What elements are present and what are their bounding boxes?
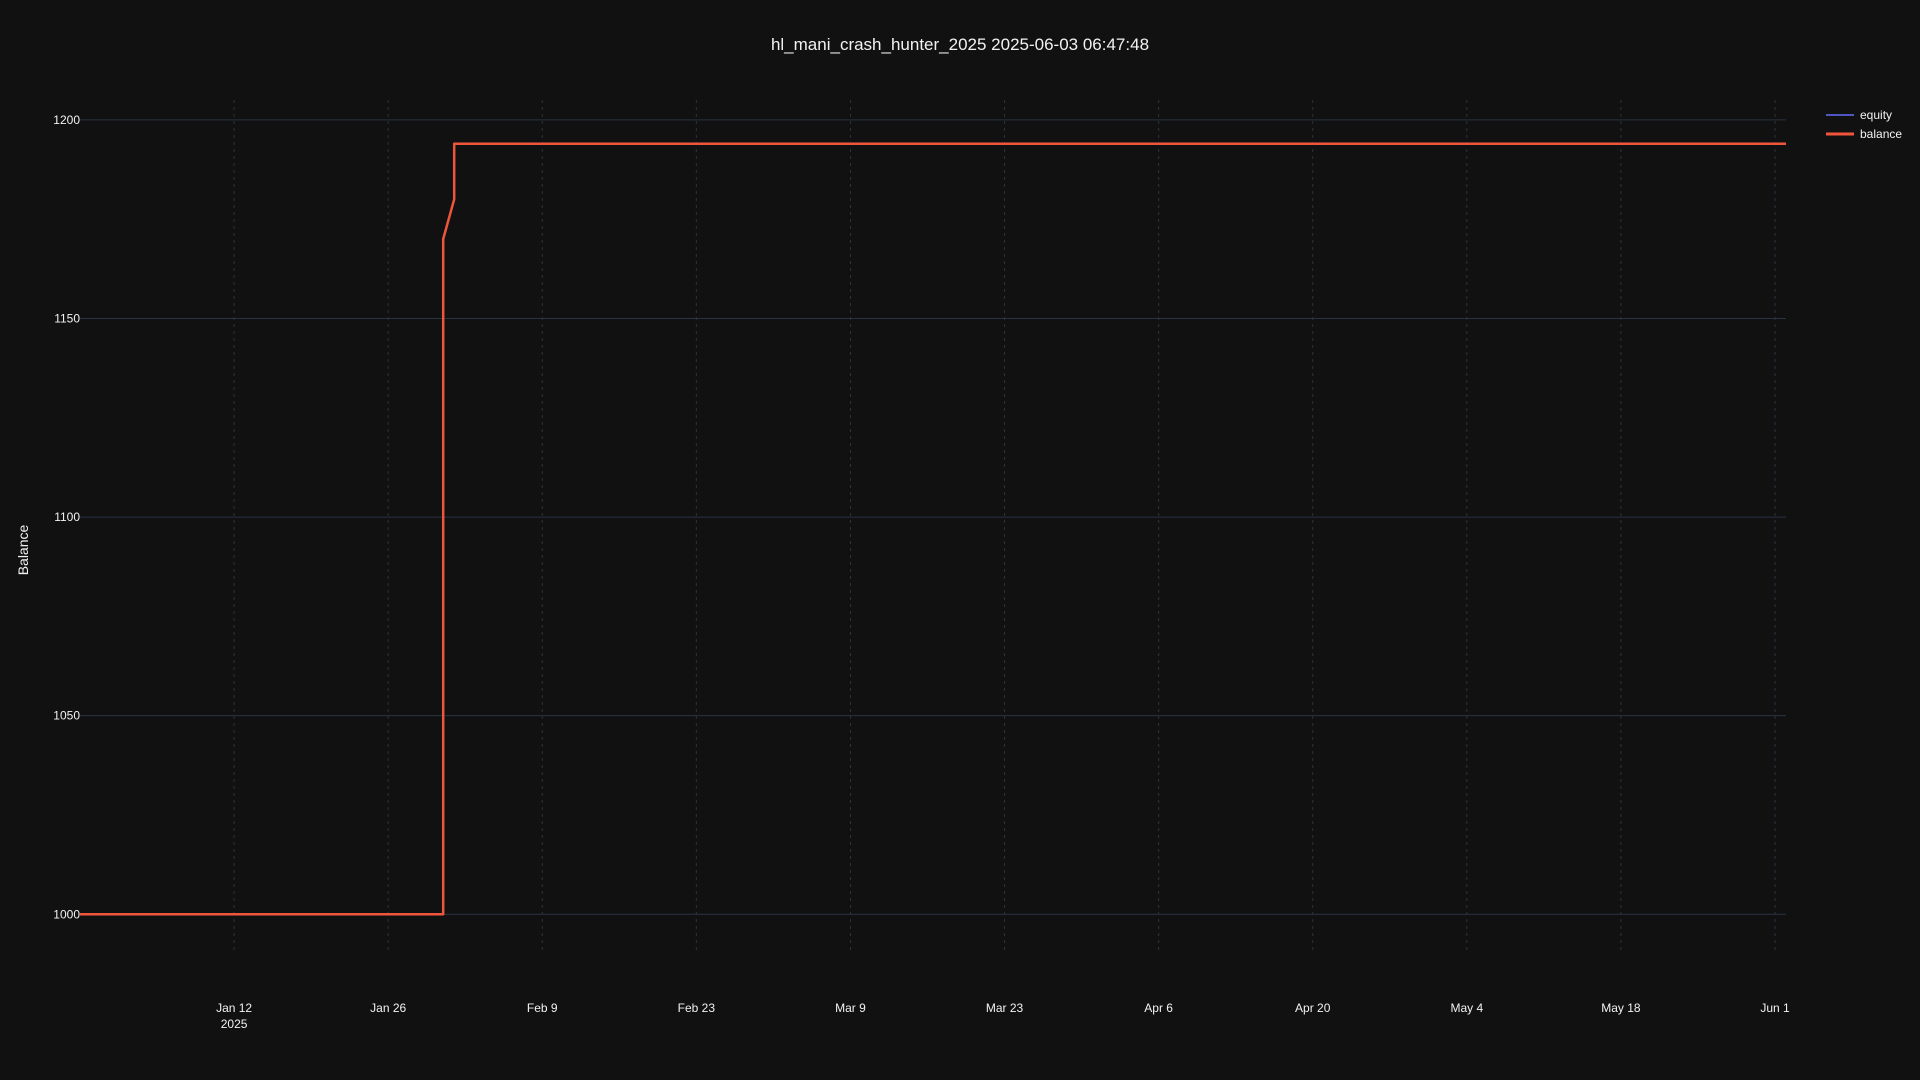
chart-title: hl_mani_crash_hunter_2025 2025-06-03 06:…	[771, 35, 1149, 54]
series-line-balance	[80, 142, 1786, 916]
x-tick-label: Mar 23	[986, 1001, 1024, 1015]
x-tick-label: Apr 6	[1144, 1001, 1173, 1015]
x-tick-label: Feb 23	[678, 1001, 716, 1015]
x-tick-label: Jan 12	[216, 1001, 252, 1015]
x-tick-label: May 18	[1601, 1001, 1641, 1015]
x-tick-label: Jun 1	[1760, 1001, 1790, 1015]
x-tick-label: Apr 20	[1295, 1001, 1331, 1015]
x-axis-ticks: Jan 12 2025 Jan 26 Feb 9 Feb 23 Mar 9 Mar 23 Ap…	[216, 1001, 1790, 1031]
legend[interactable]: equity balance	[1826, 108, 1902, 141]
x-tick-label: Mar 9	[835, 1001, 866, 1015]
plot-area	[80, 142, 1786, 916]
legend-label-balance[interactable]: balance	[1860, 127, 1902, 141]
x-tick-sublabel: 2025	[221, 1017, 248, 1031]
y-tick-label: 1050	[53, 709, 80, 723]
y-tick-label: 1200	[53, 113, 80, 127]
x-tick-label: Feb 9	[527, 1001, 558, 1015]
y-tick-label: 1000	[53, 907, 80, 921]
x-tick-label: Jan 26	[370, 1001, 406, 1015]
y-axis-ticks: 1000 1050 1100 1150 1200	[53, 113, 80, 921]
legend-label-equity[interactable]: equity	[1860, 108, 1892, 122]
grid	[80, 100, 1786, 954]
y-axis-label: Balance	[15, 524, 31, 575]
y-tick-label: 1100	[54, 510, 80, 524]
y-tick-label: 1150	[54, 311, 80, 325]
x-tick-label: May 4	[1450, 1001, 1483, 1015]
